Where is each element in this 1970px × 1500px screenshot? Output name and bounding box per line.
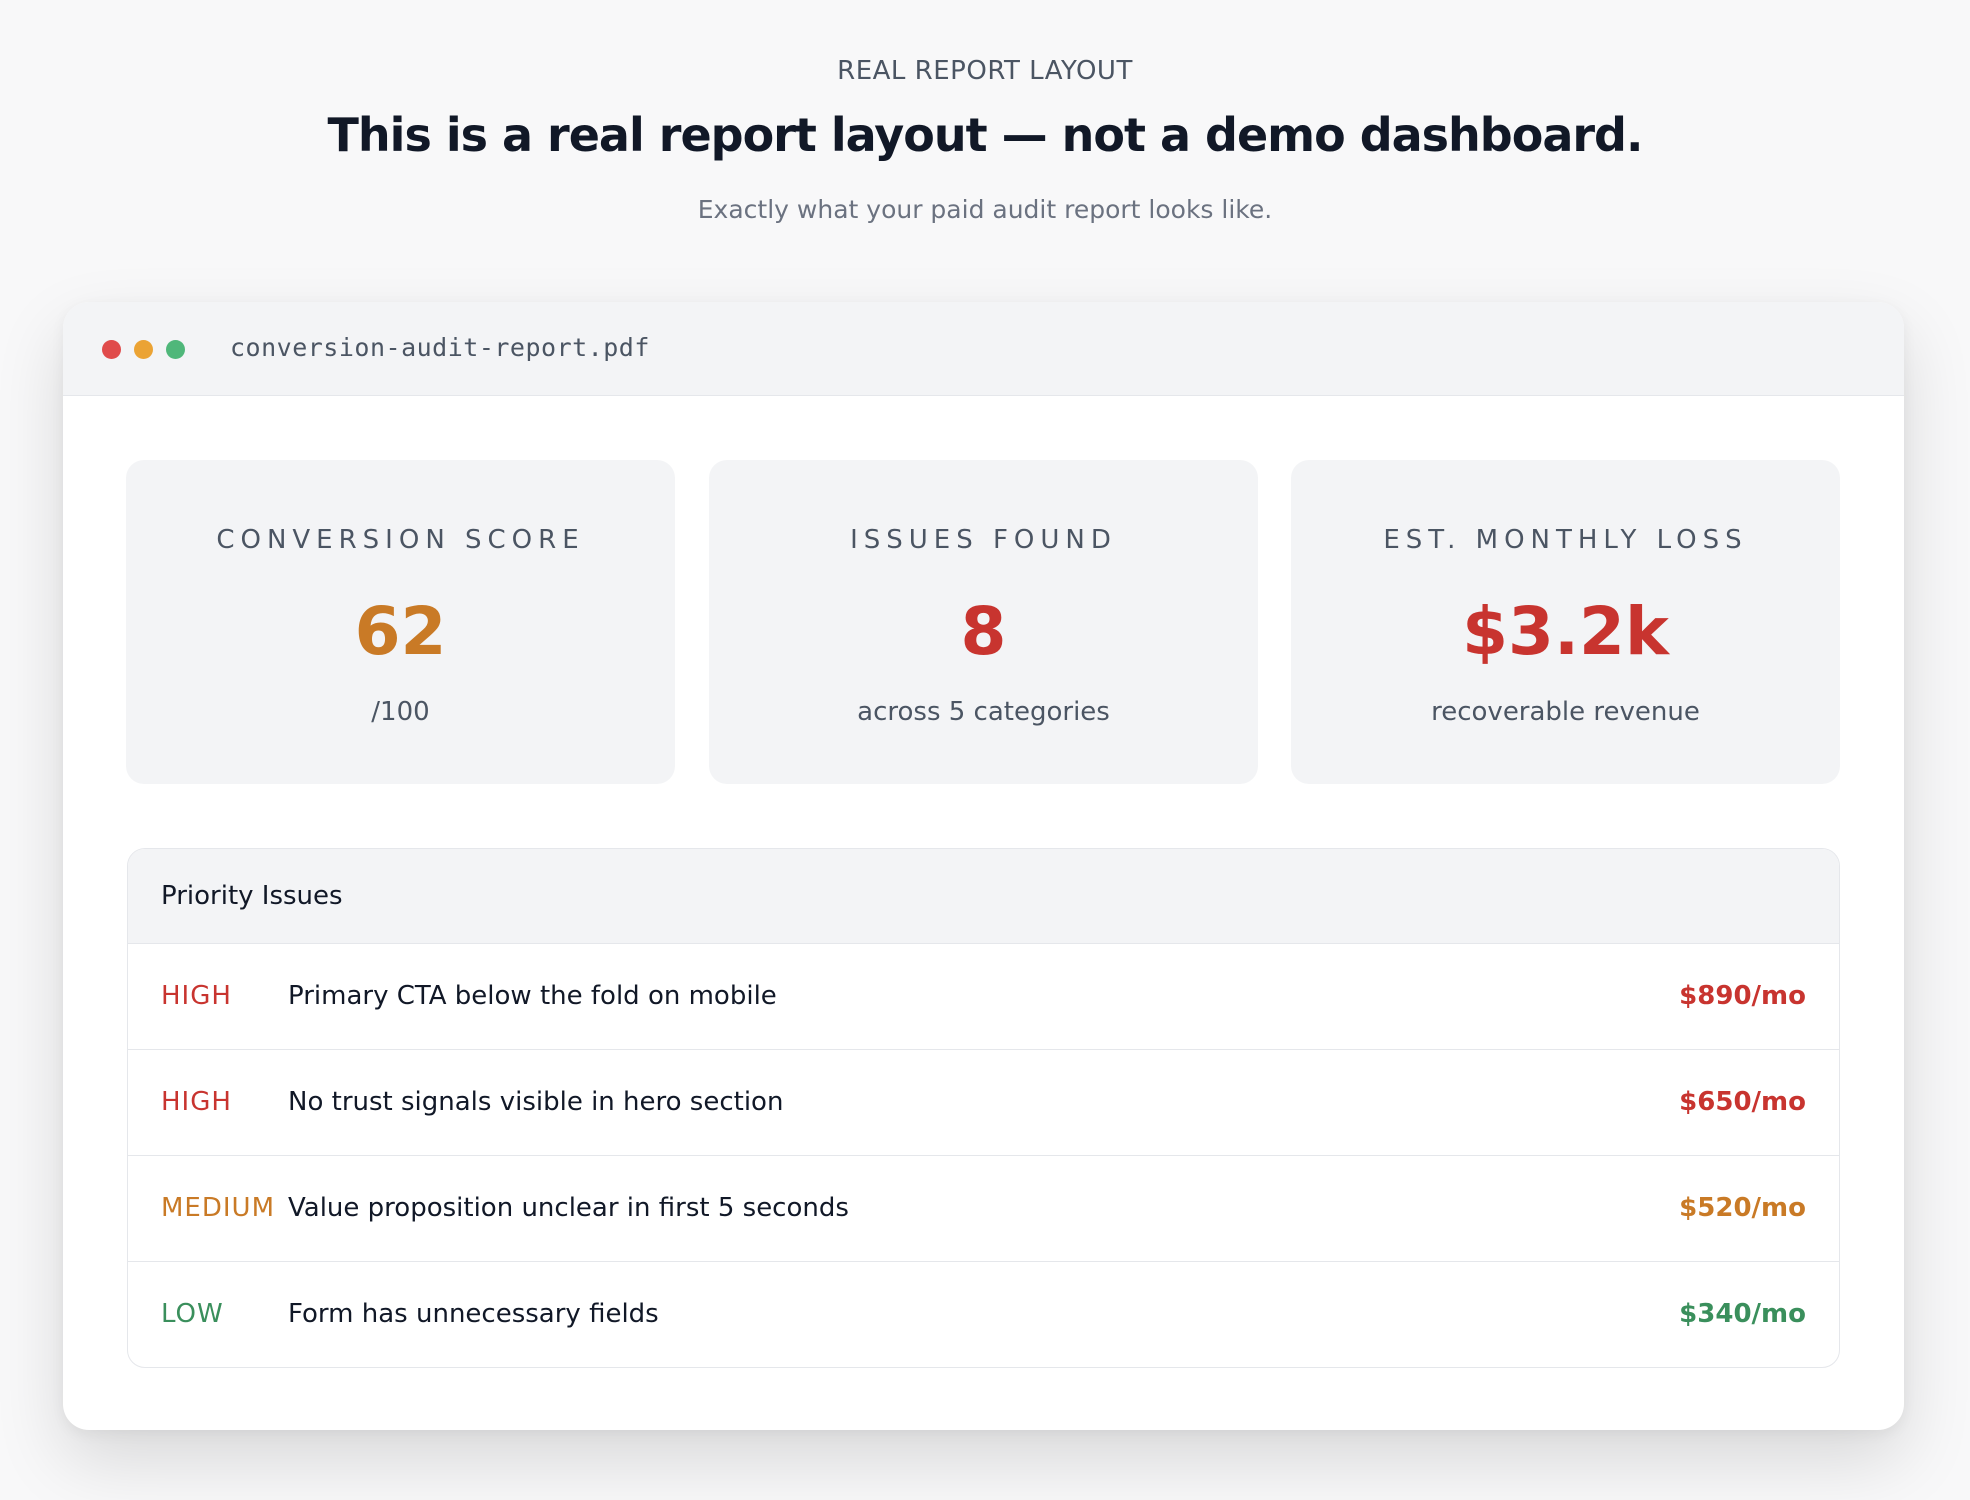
priority-issues-table: Priority Issues HIGH Primary CTA below t… [127, 848, 1840, 1368]
issue-amount: $340/mo [1679, 1299, 1806, 1329]
stat-label: ISSUES FOUND [850, 525, 1117, 555]
issue-amount: $650/mo [1679, 1087, 1806, 1117]
table-title: Priority Issues [161, 881, 343, 911]
stat-value: $3.2k [1462, 593, 1669, 670]
stat-subtext: /100 [371, 697, 430, 727]
window-titlebar: conversion-audit-report.pdf [63, 302, 1904, 396]
severity-label: LOW [161, 1299, 224, 1329]
stat-card-issues-found: ISSUES FOUND 8 across 5 categories [709, 460, 1258, 784]
report-window: conversion-audit-report.pdf CONVERSION S… [63, 302, 1904, 1430]
stat-subtext: recoverable revenue [1431, 697, 1700, 727]
stat-value: 62 [354, 593, 447, 670]
page-subtitle: Exactly what your paid audit report look… [697, 195, 1273, 224]
issue-description: No trust signals visible in hero section [288, 1087, 784, 1117]
stat-subtext: across 5 categories [857, 697, 1110, 727]
issue-description: Primary CTA below the fold on mobile [288, 981, 777, 1011]
severity-label: MEDIUM [161, 1193, 276, 1223]
table-row: MEDIUM Value proposition unclear in firs… [128, 1155, 1839, 1262]
stat-card-monthly-loss: EST. MONTHLY LOSS $3.2k recoverable reve… [1291, 460, 1840, 784]
table-header: Priority Issues [128, 849, 1839, 944]
issue-description: Form has unnecessary fields [288, 1299, 659, 1329]
stat-value: 8 [960, 593, 1007, 670]
issue-description: Value proposition unclear in first 5 sec… [288, 1193, 849, 1223]
table-row: LOW Form has unnecessary fields $340/mo [128, 1261, 1839, 1367]
stat-card-conversion-score: CONVERSION SCORE 62 /100 [126, 460, 675, 784]
stat-label: CONVERSION SCORE [216, 525, 585, 555]
issue-amount: $890/mo [1679, 981, 1806, 1011]
close-dot-icon[interactable] [102, 340, 121, 359]
table-row: HIGH Primary CTA below the fold on mobil… [128, 943, 1839, 1050]
minimize-dot-icon[interactable] [134, 340, 153, 359]
maximize-dot-icon[interactable] [166, 340, 185, 359]
severity-label: HIGH [161, 981, 232, 1011]
page-title: This is a real report layout — not a dem… [327, 108, 1644, 162]
issue-amount: $520/mo [1679, 1193, 1806, 1223]
table-row: HIGH No trust signals visible in hero se… [128, 1049, 1839, 1156]
severity-label: HIGH [161, 1087, 232, 1117]
eyebrow-label: REAL REPORT LAYOUT [837, 56, 1133, 86]
window-filename: conversion-audit-report.pdf [230, 333, 650, 362]
stat-label: EST. MONTHLY LOSS [1383, 525, 1748, 555]
